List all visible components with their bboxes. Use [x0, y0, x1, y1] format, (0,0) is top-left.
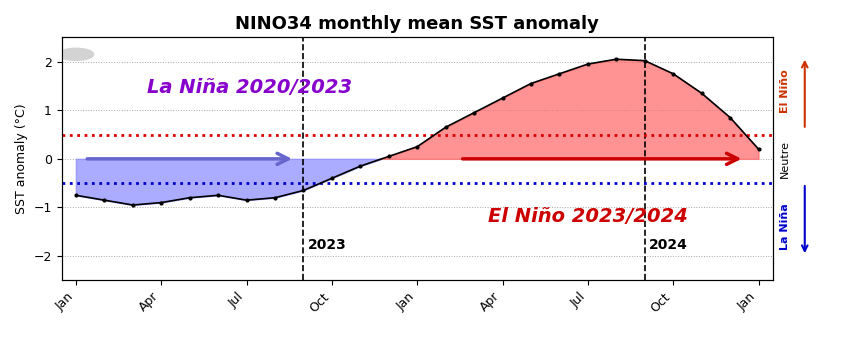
Text: La Niña 2020/2023: La Niña 2020/2023 [147, 78, 352, 97]
Text: 2023: 2023 [308, 238, 346, 252]
Text: El Niño: El Niño [780, 69, 790, 113]
Text: Neutre: Neutre [780, 140, 790, 178]
Text: El Niño 2023/2024: El Niño 2023/2024 [488, 207, 688, 226]
Title: NINO34 monthly mean SST anomaly: NINO34 monthly mean SST anomaly [236, 15, 599, 33]
Y-axis label: SST anomaly (°C): SST anomaly (°C) [15, 103, 28, 214]
Text: La Niña: La Niña [780, 204, 790, 250]
Text: 2024: 2024 [649, 238, 688, 252]
Circle shape [58, 48, 94, 60]
